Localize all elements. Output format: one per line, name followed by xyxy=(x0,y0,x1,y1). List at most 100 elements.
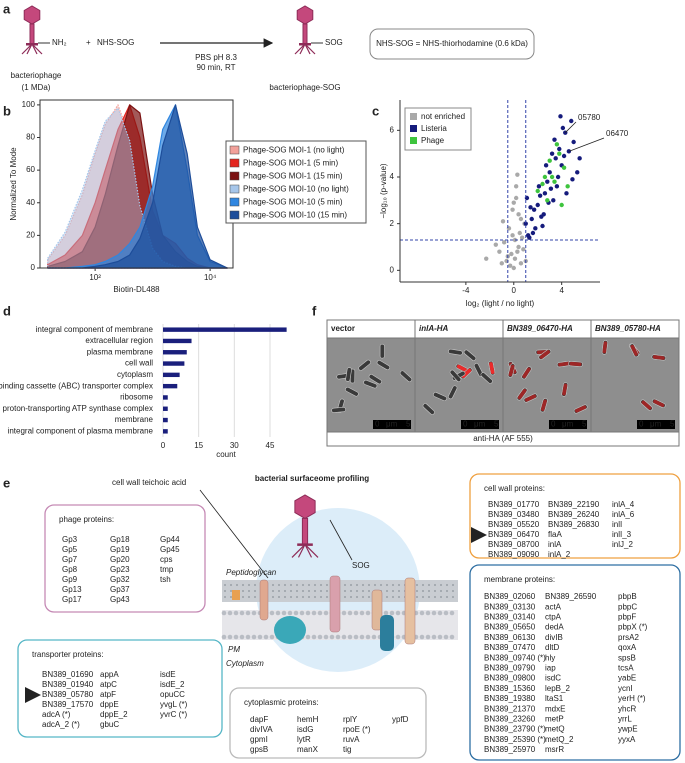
label: PBS pH 8.3 xyxy=(195,53,237,62)
protein-name: BN389_05780 xyxy=(42,690,94,699)
lipid xyxy=(425,610,431,616)
legend-label: Phage-SOG MOI-10 (no light) xyxy=(243,185,349,194)
phage-leg xyxy=(26,43,33,55)
lipid xyxy=(233,634,239,640)
protein xyxy=(329,575,341,633)
protein-name: BN389_26590 xyxy=(545,592,597,601)
x-axis-label: Biotin-DL488 xyxy=(113,285,160,294)
protein-name: BN389_23790 (*) xyxy=(484,725,546,734)
point xyxy=(565,184,570,189)
scale-bar xyxy=(461,420,499,429)
protein-name: metQ xyxy=(545,725,565,734)
lipid xyxy=(323,634,329,640)
protein-name: BN389_01690 xyxy=(42,670,94,679)
point xyxy=(517,230,522,236)
protein-name: Gp18 xyxy=(110,535,130,544)
lipid xyxy=(251,634,257,640)
y-tick-label: proton-transporting ATP synthase complex xyxy=(3,404,153,413)
protein-name: isdG xyxy=(297,725,313,734)
label: 90 min, RT xyxy=(197,63,236,72)
protein-name: BN389_05520 xyxy=(488,520,540,529)
point xyxy=(533,226,538,231)
x-tick-label: 10⁴ xyxy=(204,273,217,282)
protein-box xyxy=(44,504,206,613)
point xyxy=(545,179,550,184)
protein-name: isdC xyxy=(545,674,561,683)
lipid xyxy=(383,610,389,616)
point xyxy=(512,237,518,243)
box-title: transporter proteins: xyxy=(32,650,104,659)
protein-name: iap xyxy=(545,664,556,673)
protein-name: BN389_26830 xyxy=(548,520,600,529)
box-title: phage proteins: xyxy=(59,515,114,524)
y-tick-label: cytoplasm xyxy=(117,370,153,379)
lipid xyxy=(341,634,347,640)
lipid xyxy=(359,634,365,640)
protein-name: adcA_2 (*) xyxy=(42,720,80,729)
point xyxy=(558,114,563,119)
x-tick-label: 4 xyxy=(559,286,564,295)
y-tick-label: integral component of membrane xyxy=(36,325,154,334)
lipid xyxy=(353,610,359,616)
point xyxy=(553,156,558,161)
point xyxy=(530,230,536,236)
transporter xyxy=(274,616,306,644)
protein-name: tcsA xyxy=(618,664,634,673)
scale-label: 5 xyxy=(494,420,499,429)
protein-name: dedA xyxy=(545,623,564,632)
protein-name: ycnI xyxy=(618,684,633,693)
stain xyxy=(641,400,652,410)
protein-name: isdE_2 xyxy=(160,680,185,689)
protein-name: gbuC xyxy=(100,720,119,729)
protein-name: Gp45 xyxy=(160,545,180,554)
phage-icon xyxy=(291,494,319,558)
phage-plate xyxy=(299,43,311,46)
scale-bar xyxy=(549,420,587,429)
phage-leg xyxy=(294,43,306,55)
point xyxy=(542,191,548,196)
lipid xyxy=(269,634,275,640)
point xyxy=(561,153,567,159)
caption-cell xyxy=(326,431,680,447)
phage-leg xyxy=(291,543,306,558)
point xyxy=(518,261,524,266)
diagram-label: SOG xyxy=(352,561,370,570)
phage-plate xyxy=(26,43,38,46)
y-tick-label: 0 xyxy=(390,265,395,274)
lipid xyxy=(227,610,233,616)
lipid xyxy=(437,610,443,616)
point xyxy=(500,219,506,224)
point xyxy=(547,170,552,175)
lipid xyxy=(425,634,431,640)
lipid xyxy=(311,610,317,616)
protein-name: dppE xyxy=(100,700,119,709)
protein-name: hemH xyxy=(297,715,319,724)
protein xyxy=(371,589,383,631)
cell xyxy=(345,386,359,397)
point xyxy=(575,170,580,175)
stain xyxy=(602,341,608,354)
y-tick-label: integral component of plasma membrane xyxy=(8,426,154,435)
y-tick-label: 2 xyxy=(390,219,395,228)
phage-icon xyxy=(21,5,43,55)
lipid xyxy=(347,610,353,616)
bar xyxy=(163,429,168,434)
stain xyxy=(517,388,527,400)
protein-name: cps xyxy=(160,555,172,564)
panel-label: e xyxy=(3,475,10,490)
cell xyxy=(448,385,458,400)
legend-swatch xyxy=(229,158,240,168)
point xyxy=(510,207,515,212)
scale-label: μm xyxy=(650,420,662,429)
protein-name: BN389_01770 xyxy=(488,500,540,509)
legend-box xyxy=(225,140,367,224)
bar xyxy=(163,383,178,389)
legend-label: Phage-SOG MOI-10 (5 min) xyxy=(243,198,343,207)
protein-name: inlA_6 xyxy=(612,510,635,519)
point xyxy=(560,125,566,131)
lipid xyxy=(365,634,371,640)
protein-name: BN389_09090 xyxy=(488,550,540,559)
stain xyxy=(508,364,515,377)
panel-label: d xyxy=(3,303,11,318)
